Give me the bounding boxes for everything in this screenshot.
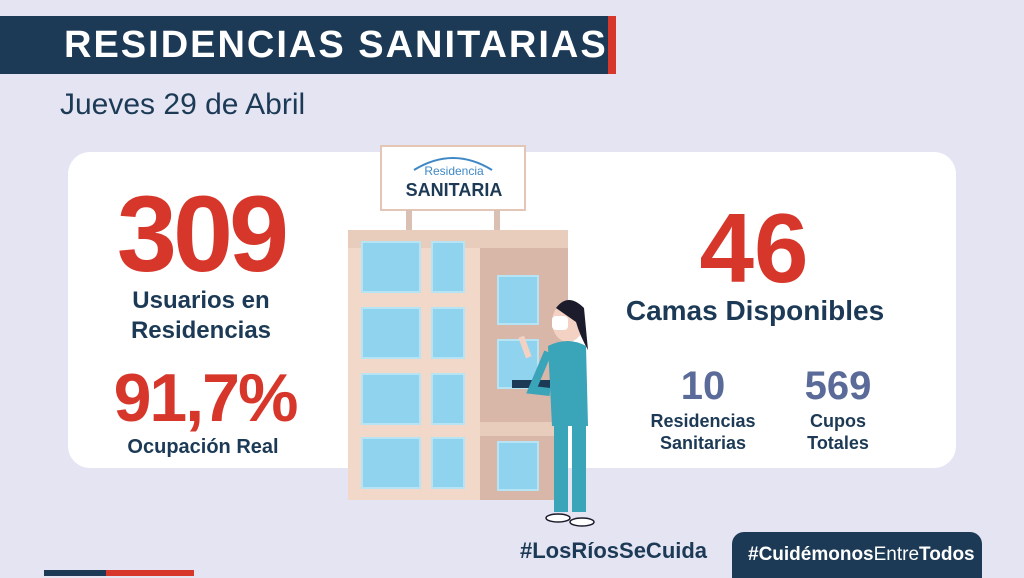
- sign-line-2: SANITARIA: [405, 180, 503, 200]
- hashtag-losrios: #LosRíosSeCuida: [520, 538, 708, 563]
- residencias-label: Residencias Sanitarias: [650, 411, 756, 453]
- title-banner: RESIDENCIAS SANITARIAS: [0, 16, 616, 74]
- usuarios-value: 309: [116, 173, 289, 294]
- cupos-label: Cupos Totales: [807, 411, 869, 453]
- page-title: RESIDENCIAS SANITARIAS: [64, 24, 608, 66]
- hashtag2-part2: Entre: [873, 544, 920, 565]
- footer-stripe-red: [106, 570, 194, 576]
- hashtag-cuidemonos: #CuidémonosEntreTodos: [748, 544, 975, 566]
- date-label: Jueves 29 de Abril: [60, 88, 306, 121]
- hashtag-box: [732, 532, 982, 578]
- ocupacion-label: Ocupación Real: [127, 436, 279, 458]
- footer-stripe-blue: [44, 570, 106, 576]
- hashtag2-part3: Todos: [919, 544, 975, 565]
- residencias-value: 10: [680, 364, 726, 408]
- camas-label: Camas Disponibles: [625, 295, 885, 326]
- cupos-value: 569: [804, 364, 872, 408]
- ocupacion-value: 91,7%: [113, 360, 299, 436]
- sign-line-1: Residencia: [424, 164, 484, 178]
- building-nurse-illustration: [348, 145, 595, 527]
- camas-value: 46: [699, 193, 809, 303]
- hashtag2-part1: #Cuidémonos: [748, 544, 874, 565]
- usuarios-label: Usuarios en Residencias: [130, 287, 272, 344]
